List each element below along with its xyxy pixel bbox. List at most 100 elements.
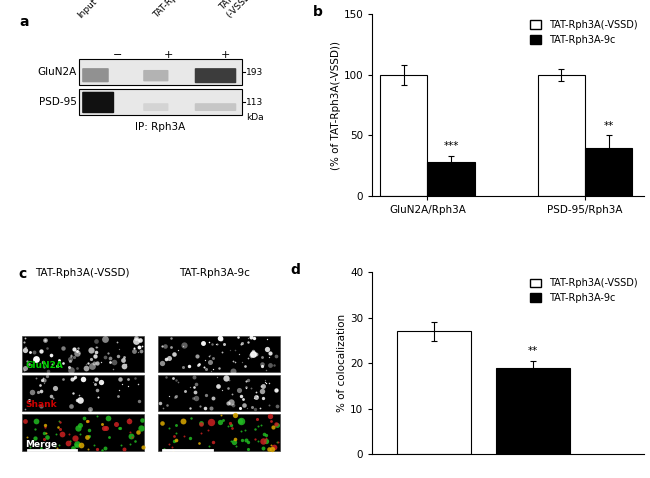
Point	[199, 363, 209, 371]
Point	[100, 353, 110, 361]
Text: PSD-95: PSD-95	[38, 97, 77, 107]
Point	[86, 356, 97, 363]
Text: TAT-Rph3A-9c: TAT-Rph3A-9c	[151, 0, 201, 20]
Point	[250, 350, 261, 358]
Point	[72, 349, 83, 357]
Point	[35, 347, 46, 355]
Point	[213, 382, 224, 390]
Text: c: c	[18, 267, 27, 281]
Text: b: b	[313, 5, 322, 19]
Point	[230, 358, 240, 366]
Point	[227, 390, 238, 398]
Text: **: **	[527, 346, 538, 356]
Point	[193, 361, 203, 369]
Point	[114, 345, 124, 353]
Point	[208, 438, 218, 446]
Point	[155, 399, 166, 407]
Point	[117, 380, 127, 388]
Point	[228, 358, 239, 365]
Point	[22, 357, 32, 365]
Point	[261, 434, 271, 441]
Point	[189, 383, 200, 391]
Point	[81, 360, 91, 368]
Point	[222, 399, 233, 407]
Point	[69, 375, 79, 382]
Point	[115, 375, 125, 383]
Point	[31, 355, 41, 362]
Text: Merge: Merge	[25, 440, 58, 449]
Point	[126, 432, 136, 440]
Point	[53, 356, 64, 363]
Point	[115, 424, 125, 432]
Point	[99, 445, 110, 452]
Point	[196, 420, 206, 427]
Point	[178, 342, 188, 349]
Point	[46, 391, 57, 399]
Point	[272, 438, 283, 445]
Point	[138, 444, 148, 451]
Point	[166, 335, 176, 342]
Point	[92, 412, 103, 420]
Point	[99, 424, 109, 432]
Point	[205, 351, 215, 359]
Point	[119, 362, 129, 369]
Point	[84, 405, 95, 413]
Point	[79, 414, 90, 422]
Point	[69, 345, 79, 353]
Point	[125, 429, 135, 436]
Point	[24, 396, 34, 404]
Point	[200, 391, 211, 399]
Point	[57, 430, 68, 437]
Point	[258, 437, 268, 445]
Point	[262, 335, 272, 343]
Point	[231, 442, 242, 449]
Point	[57, 359, 68, 367]
Point	[203, 352, 214, 359]
Point	[64, 363, 75, 370]
Point	[227, 424, 237, 432]
Point	[24, 360, 34, 368]
Legend: TAT-Rph3A(-VSSD), TAT-Rph3A-9c: TAT-Rph3A(-VSSD), TAT-Rph3A-9c	[526, 274, 642, 307]
Point	[165, 344, 176, 351]
Point	[29, 426, 40, 434]
Point	[86, 346, 96, 354]
FancyBboxPatch shape	[82, 68, 109, 82]
Point	[112, 352, 123, 360]
Point	[51, 362, 62, 370]
Point	[179, 432, 189, 440]
Point	[25, 444, 36, 451]
Point	[266, 417, 276, 424]
Point	[127, 433, 137, 440]
Point	[91, 343, 101, 351]
Point	[169, 437, 179, 445]
Point	[160, 342, 170, 350]
Point	[261, 366, 271, 374]
Point	[159, 445, 169, 453]
Text: IP: Rph3A: IP: Rph3A	[135, 121, 186, 131]
Bar	[22, 414, 144, 451]
Point	[190, 380, 201, 388]
Point	[108, 365, 118, 373]
Point	[228, 368, 239, 375]
Point	[38, 358, 49, 366]
Point	[185, 384, 196, 391]
Point	[75, 396, 85, 404]
Point	[256, 382, 266, 390]
Point	[271, 352, 281, 360]
Point	[263, 379, 274, 387]
Point	[157, 419, 167, 427]
Point	[40, 337, 51, 344]
Point	[124, 417, 135, 425]
Point	[183, 362, 194, 369]
Point	[252, 392, 262, 400]
Point	[249, 394, 259, 402]
Point	[39, 430, 49, 437]
Point	[268, 444, 279, 451]
Point	[97, 446, 107, 454]
Point	[121, 360, 131, 368]
Point	[113, 392, 124, 400]
Point	[36, 444, 46, 452]
Point	[40, 422, 50, 429]
Point	[223, 423, 233, 430]
Point	[257, 363, 267, 370]
